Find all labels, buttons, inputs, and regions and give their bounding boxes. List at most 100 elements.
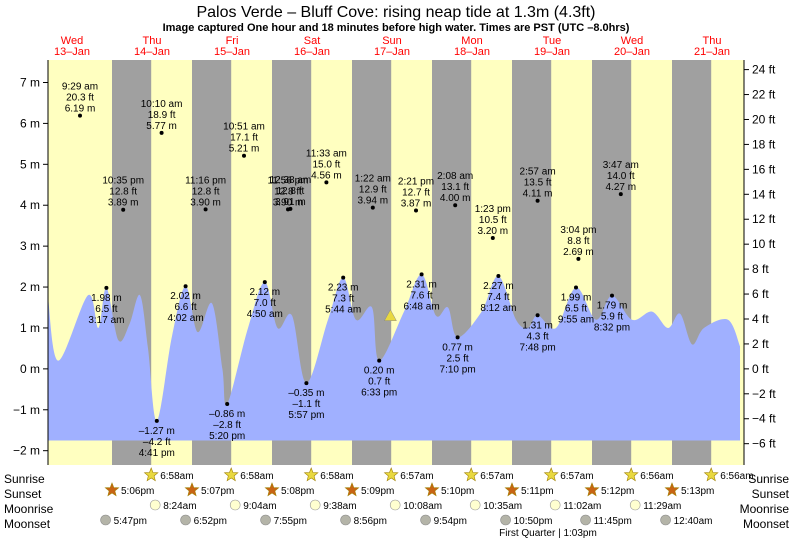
tide-label-m: –1.27 m	[139, 426, 175, 437]
moonset-time: 12:40am	[674, 516, 713, 527]
tide-label-ft: 7.4 ft	[487, 292, 509, 303]
tide-point	[490, 235, 495, 240]
sunset-time: 5:06pm	[121, 486, 154, 497]
tide-label-m: 3.89 m	[108, 198, 139, 209]
sunrise-time: 6:57am	[480, 471, 513, 482]
moonset-time: 5:47pm	[114, 516, 147, 527]
tide-label-ft: 6.5 ft	[95, 304, 117, 315]
y-tick-label-ft: 16 ft	[752, 162, 776, 176]
moonrise-time: 10:35am	[483, 501, 522, 512]
y-tick-label-ft: 0 ft	[752, 362, 769, 376]
tide-label-m: 0.77 m	[442, 342, 473, 353]
day-date-label: 17–Jan	[374, 46, 410, 58]
tide-label-m: 1.99 m	[561, 292, 592, 303]
tide-label-m: 4.56 m	[311, 170, 342, 181]
y-tick-label-ft: 6 ft	[752, 287, 769, 301]
tide-label-m: 2.02 m	[170, 291, 201, 302]
tide-label-time: 3:04 pm	[560, 225, 596, 236]
day-date-label: 14–Jan	[134, 46, 170, 58]
y-tick-label-m: 1 m	[20, 321, 40, 335]
sunset-icon	[504, 482, 520, 497]
tide-point	[576, 256, 581, 261]
moonset-icon	[260, 514, 271, 526]
tide-label-time: 1:22 am	[355, 174, 391, 185]
tide-label-ft: 15.0 ft	[312, 159, 340, 170]
row-label-sunset-right: Sunset	[752, 487, 790, 501]
y-tick-label-ft: 20 ft	[752, 112, 776, 126]
tide-label-m: 2.31 m	[406, 279, 437, 290]
tide-label-ft: 7.3 ft	[332, 294, 354, 305]
tide-label-time: 3:47 am	[603, 160, 639, 171]
tide-label-m: 3.90 m	[190, 197, 221, 208]
tide-label-ft: 10.5 ft	[479, 215, 507, 226]
moonset-time: 8:56pm	[354, 516, 387, 527]
moon-phase-note: First Quarter | 1:03pm	[499, 528, 597, 539]
moonrise-icon	[149, 499, 161, 511]
y-tick-label-ft: −2 ft	[752, 387, 776, 401]
moonrise-time: 8:24am	[163, 501, 196, 512]
tide-point	[453, 203, 458, 208]
tide-label-ft: 5.9 ft	[601, 312, 623, 323]
tide-label-m: 5.77 m	[146, 121, 177, 132]
moonset-time: 11:45pm	[594, 516, 632, 527]
day-date-label: 18–Jan	[454, 46, 490, 58]
tide-point	[154, 418, 159, 423]
y-tick-label-m: 3 m	[20, 239, 40, 253]
tide-label-time: 9:55 am	[558, 314, 594, 325]
sunrise-icon	[223, 467, 239, 482]
day-name-label: Wed	[61, 35, 83, 47]
tide-point	[242, 153, 246, 158]
sunrise-icon	[623, 467, 639, 482]
tide-label-ft: 12.7 ft	[402, 188, 430, 199]
tide-label-m: 3.91 m	[275, 197, 306, 208]
tide-label-time: 3:17 am	[88, 315, 124, 326]
y-tick-label-m: 0 m	[20, 362, 40, 376]
day-name-label: Tue	[543, 35, 562, 47]
tide-label-time: 10:35 pm	[102, 176, 144, 187]
tide-label-ft: 2.5 ft	[446, 353, 468, 364]
tide-label-ft: –4.2 ft	[143, 437, 171, 448]
tide-point	[304, 381, 309, 386]
y-tick-label-ft: 8 ft	[752, 262, 769, 276]
row-label-sunset: Sunset	[4, 487, 42, 501]
moonrise-icon	[309, 499, 321, 511]
sunset-time: 5:12pm	[601, 486, 634, 497]
chart-subtitle: Image captured One hour and 18 minutes b…	[163, 22, 630, 34]
y-tick-label-ft: 14 ft	[752, 187, 776, 201]
tide-point	[370, 205, 375, 210]
y-tick-label-m: −1 m	[13, 403, 40, 417]
tide-point	[535, 198, 540, 203]
sunrise-time: 6:57am	[560, 471, 593, 482]
sunset-icon	[264, 482, 280, 497]
axes: −2 m −1 m 0 m 1 m 2 m 3 m 4 m 5 m 6 m 7 m −6 ft −4 …	[13, 60, 776, 465]
tide-label-ft: 0.7 ft	[368, 377, 390, 388]
tide-label-time: 11:16 pm	[185, 175, 226, 186]
moonset-icon	[500, 514, 511, 526]
tide-label-m: –0.35 m	[288, 388, 324, 399]
tide-label-ft: 7.0 ft	[254, 298, 276, 309]
moonrise-time: 9:38am	[323, 501, 356, 512]
day-name-label: Sat	[304, 35, 321, 47]
tide-label-m: 3.87 m	[401, 199, 432, 210]
tide-label-time: 5:20 pm	[209, 431, 245, 442]
day-name-label: Mon	[461, 35, 482, 47]
tide-label-time: 8:12 am	[480, 303, 516, 314]
tide-label-ft: 12.9 ft	[359, 185, 387, 196]
tide-label-ft: 8.8 ft	[567, 236, 589, 247]
sunset-time: 5:08pm	[281, 486, 314, 497]
tide-point	[121, 207, 126, 212]
moonset-icon	[100, 514, 111, 526]
day-name-label: Thu	[143, 35, 162, 47]
tide-point	[377, 358, 382, 363]
tide-point	[78, 113, 82, 118]
sunset-icon	[184, 482, 200, 497]
tide-label-ft: 14.0 ft	[607, 171, 635, 182]
day-date-label: 13–Jan	[54, 46, 90, 58]
y-tick-label-m: 2 m	[20, 280, 40, 294]
tide-label-ft: 7.6 ft	[410, 290, 432, 301]
tide-label-m: 2.23 m	[328, 283, 359, 294]
tide-label-time: 1:23 pm	[475, 204, 511, 215]
tide-point	[610, 293, 614, 298]
tide-point	[618, 192, 623, 197]
